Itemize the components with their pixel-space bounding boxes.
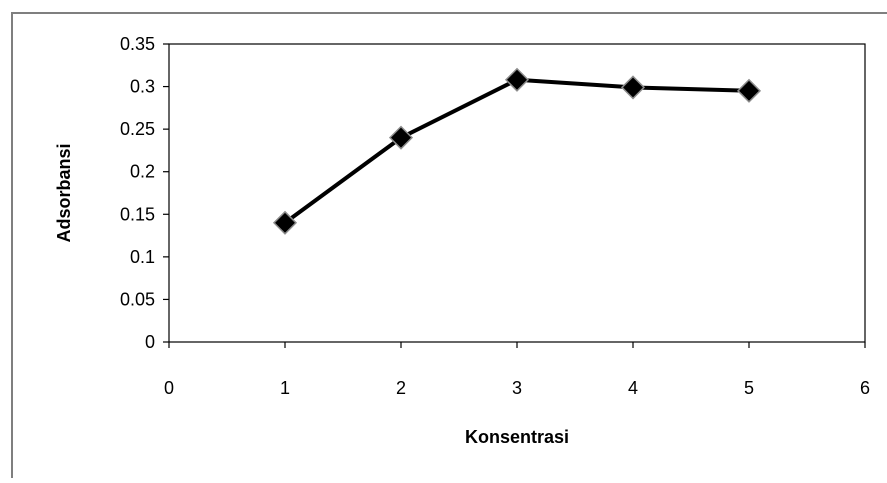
- x-tick-label: 1: [280, 378, 290, 398]
- data-markers: [272, 67, 762, 235]
- y-tick-label: 0.35: [120, 34, 155, 54]
- y-tick-label: 0.1: [130, 247, 155, 267]
- data-point-marker: [504, 67, 530, 92]
- y-tick-label: 0.05: [120, 289, 155, 309]
- y-tick-label: 0.25: [120, 119, 155, 139]
- x-tick-label: 6: [860, 378, 870, 398]
- y-tick-label: 0.3: [130, 77, 155, 97]
- x-axis: 0 1 2 3 4 5 6: [164, 342, 870, 398]
- x-tick-label: 5: [744, 378, 754, 398]
- data-point-marker: [272, 210, 298, 235]
- y-tick-label: 0.15: [120, 204, 155, 224]
- data-point-marker: [388, 125, 414, 150]
- x-axis-title: Konsentrasi: [465, 427, 569, 447]
- y-axis: 0 0.05 0.1 0.15 0.2 0.25 0.3 0.35: [120, 34, 169, 352]
- x-tick-label: 2: [396, 378, 406, 398]
- data-point-marker: [620, 75, 646, 100]
- x-tick-label: 3: [512, 378, 522, 398]
- y-tick-label: 0.2: [130, 162, 155, 182]
- chart-outer-border: [11, 12, 887, 478]
- y-axis-title: Adsorbansi: [54, 143, 74, 242]
- y-tick-label: 0: [145, 332, 155, 352]
- x-tick-label: 0: [164, 378, 174, 398]
- data-point-marker: [736, 78, 762, 103]
- x-tick-label: 4: [628, 378, 638, 398]
